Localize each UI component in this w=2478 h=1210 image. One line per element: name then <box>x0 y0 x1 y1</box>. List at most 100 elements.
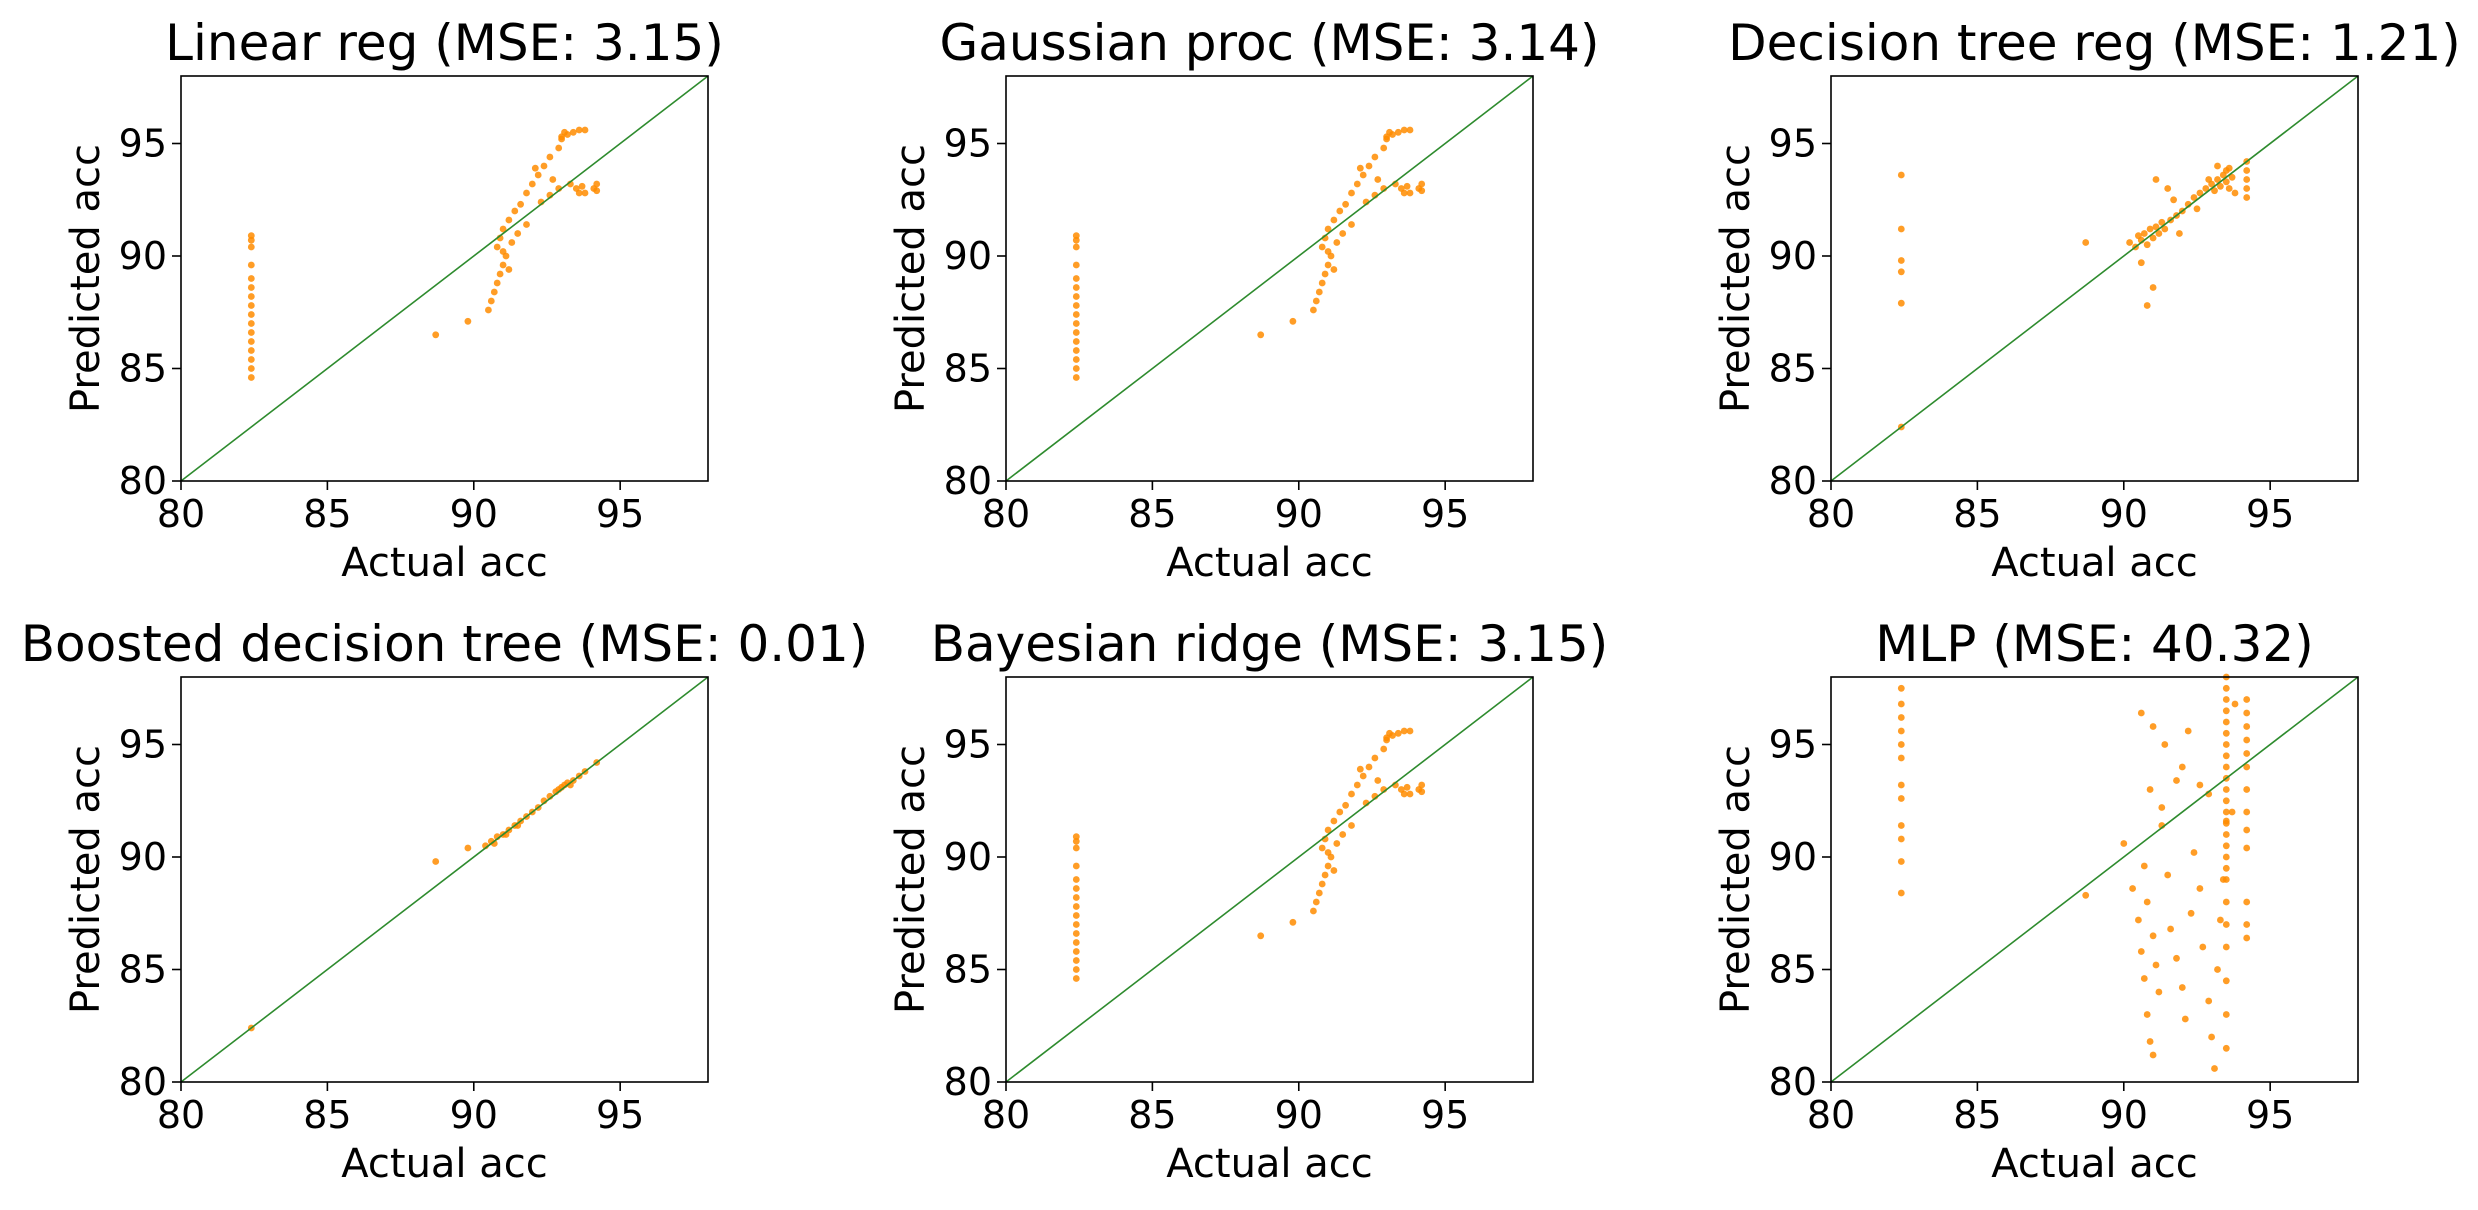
identity-line <box>1830 676 2359 1083</box>
data-point <box>1339 831 1347 838</box>
data-point <box>1418 788 1426 796</box>
data-point <box>247 374 255 381</box>
y-axis-label: Predicted acc <box>1713 745 1759 1014</box>
data-point <box>578 182 586 190</box>
data-point <box>1324 248 1332 255</box>
x-tick-label: 90 <box>2100 492 2148 536</box>
data-point <box>2129 885 2137 892</box>
data-point <box>1072 975 1080 982</box>
x-tick-label: 85 <box>1128 1093 1176 1137</box>
data-point <box>2170 196 2178 204</box>
y-tick-label: 95 <box>119 122 167 166</box>
x-tick-label: 90 <box>1275 1093 1323 1137</box>
data-point <box>2222 876 2230 883</box>
x-tick-label: 95 <box>1421 1093 1469 1137</box>
x-tick-label: 80 <box>1807 492 1855 536</box>
data-point <box>496 270 504 278</box>
data-point <box>2222 741 2230 748</box>
data-point <box>2158 218 2166 226</box>
data-point <box>1353 781 1361 789</box>
chart-title: Bayesian ridge (MSE: 3.15) <box>931 615 1609 673</box>
data-point <box>1072 232 1080 240</box>
data-point <box>1330 216 1338 224</box>
data-point <box>2211 187 2218 195</box>
data-point <box>247 311 255 318</box>
data-point <box>1315 288 1323 296</box>
data-point <box>2205 997 2213 1005</box>
data-point <box>1318 243 1326 251</box>
data-point <box>2214 176 2221 183</box>
data-point <box>1072 311 1080 318</box>
data-point <box>2190 849 2198 856</box>
data-point <box>2137 709 2145 717</box>
data-point <box>1406 126 1414 134</box>
data-point <box>1072 903 1080 910</box>
data-point <box>1072 844 1080 852</box>
data-point <box>2173 954 2180 962</box>
data-point <box>2184 727 2192 735</box>
plot-frame <box>180 676 709 1083</box>
data-point <box>2173 777 2180 784</box>
data-point <box>1072 966 1080 973</box>
plot-frame <box>1005 75 1534 482</box>
data-point <box>1072 957 1080 964</box>
x-tick-label: 80 <box>982 1093 1030 1137</box>
y-tick-label: 85 <box>119 347 167 391</box>
data-point <box>2222 819 2230 827</box>
data-point <box>2146 786 2154 793</box>
data-point <box>1897 714 1905 721</box>
data-point <box>2158 804 2166 811</box>
data-point <box>1348 822 1355 829</box>
chart-title: MLP (MSE: 40.32) <box>1875 615 2313 673</box>
data-point <box>1406 189 1414 197</box>
data-point <box>2222 752 2230 760</box>
data-point <box>1371 153 1379 161</box>
data-point <box>2208 1033 2216 1041</box>
y-tick-label: 80 <box>119 1060 167 1104</box>
data-point <box>2149 234 2157 242</box>
data-point <box>1289 317 1297 325</box>
data-point <box>2217 182 2224 190</box>
data-point <box>1312 297 1320 305</box>
data-point <box>1324 225 1332 233</box>
data-point <box>2222 729 2230 737</box>
x-tick-label: 95 <box>2246 492 2294 536</box>
data-point <box>2176 230 2183 237</box>
data-point <box>1365 763 1373 771</box>
data-point <box>1897 754 1905 762</box>
data-point <box>2143 241 2151 249</box>
data-point <box>2140 862 2148 870</box>
data-point <box>247 243 255 251</box>
chart-title: Linear reg (MSE: 3.15) <box>165 14 724 72</box>
data-point <box>1072 275 1080 282</box>
y-axis-label: Predicted acc <box>888 144 934 413</box>
data-point <box>511 207 519 215</box>
data-point <box>1400 790 1408 798</box>
data-point <box>1072 356 1080 363</box>
data-point <box>1339 230 1347 237</box>
identity-line <box>1005 676 1534 1083</box>
data-point <box>2082 891 2090 899</box>
data-point <box>247 261 255 269</box>
data-point <box>1418 781 1426 789</box>
data-point <box>2164 871 2172 879</box>
data-point <box>1310 306 1317 314</box>
data-point <box>1321 270 1329 278</box>
data-point <box>1897 858 1905 865</box>
x-axis-label: Actual acc <box>1991 1141 2198 1187</box>
data-point <box>2222 707 2230 715</box>
data-point <box>1072 894 1080 901</box>
data-point <box>2196 781 2204 789</box>
data-point <box>2152 961 2160 969</box>
chart-title: Gaussian proc (MSE: 3.14) <box>939 14 1599 72</box>
data-point <box>1342 801 1349 809</box>
data-point <box>1406 727 1414 735</box>
data-point <box>1310 907 1317 915</box>
data-point <box>2243 808 2251 816</box>
plot-frame <box>1830 676 2359 1083</box>
data-point <box>1897 727 1905 735</box>
x-axis-label: Actual acc <box>341 540 548 586</box>
data-point <box>2243 176 2251 183</box>
y-tick-label: 95 <box>119 723 167 767</box>
data-point <box>2205 176 2213 183</box>
